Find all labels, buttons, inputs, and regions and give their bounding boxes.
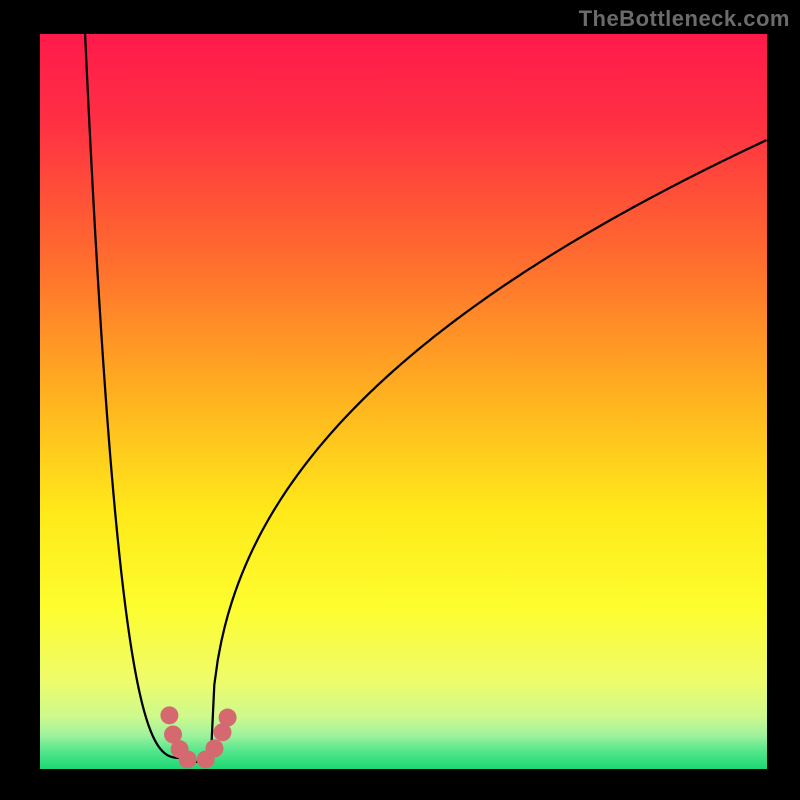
chart-canvas bbox=[0, 0, 800, 800]
chart-svg bbox=[0, 0, 800, 800]
marker-point bbox=[219, 709, 237, 727]
marker-point bbox=[179, 750, 197, 768]
figure-root: { "watermark": { "text": "TheBottleneck.… bbox=[0, 0, 800, 800]
plot-background bbox=[40, 34, 767, 769]
marker-point bbox=[205, 739, 223, 757]
watermark-text: TheBottleneck.com bbox=[579, 6, 790, 32]
marker-point bbox=[160, 706, 178, 724]
